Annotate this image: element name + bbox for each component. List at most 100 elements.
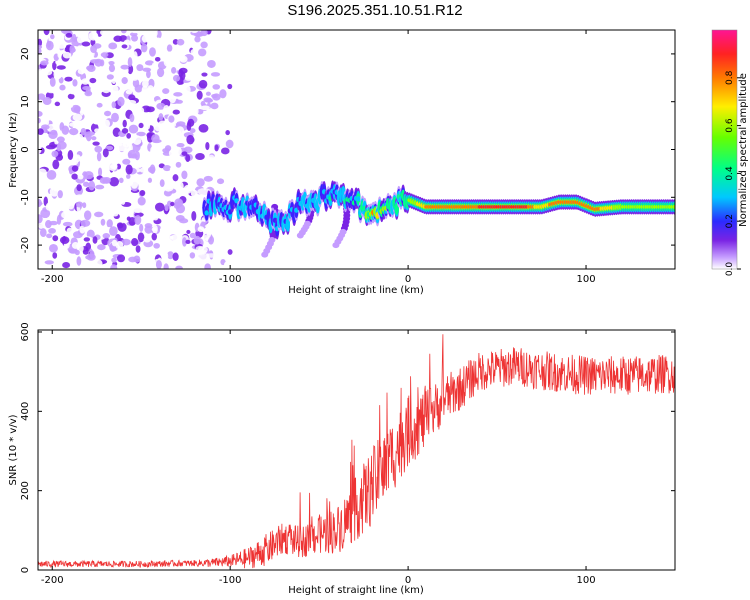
noise-speckle (141, 85, 149, 96)
noise-speckle (111, 78, 117, 85)
noise-speckle (147, 177, 153, 183)
haze-speckle (329, 161, 344, 166)
haze-speckle (349, 212, 358, 218)
haze-speckle (605, 186, 615, 191)
noise-speckle (61, 211, 71, 219)
noise-speckle (49, 77, 56, 87)
noise-speckle (120, 64, 129, 70)
spectrogram-xtick-label: -200 (41, 274, 64, 285)
noise-speckle (166, 251, 174, 260)
noise-speckle (79, 244, 84, 252)
noise-speckle (176, 56, 186, 61)
noise-speckle (38, 237, 47, 243)
noise-speckle (167, 122, 172, 129)
haze-speckle (358, 170, 366, 177)
noise-speckle (61, 125, 70, 135)
noise-speckle (184, 75, 193, 81)
noise-speckle (190, 61, 200, 70)
noise-speckle (122, 158, 131, 165)
noise-speckle (216, 178, 225, 185)
haze-speckle (618, 227, 626, 233)
haze-speckle (664, 182, 675, 186)
noise-speckle (173, 92, 183, 97)
haze-speckle (585, 191, 599, 198)
noise-speckle (39, 228, 47, 238)
noise-speckle (96, 102, 103, 108)
noise-speckle (139, 223, 144, 232)
spectrogram-ytick: 0 (20, 146, 675, 153)
noise-speckle (48, 243, 58, 253)
noise-speckle (54, 197, 61, 207)
haze-speckle (453, 226, 461, 233)
noise-speckle (132, 78, 140, 88)
noise-speckle (154, 123, 162, 132)
haze-speckle (325, 166, 336, 173)
spectrogram-x-ticks: -200 -100 0 100 (41, 30, 596, 285)
noise-speckle (93, 120, 103, 125)
noise-speckle (73, 106, 81, 114)
colorbar: 0.0 0.2 0.4 0.6 0.8 Normalized spectral ampl… (711, 29, 749, 277)
noise-speckle (139, 167, 146, 173)
noise-speckle (144, 60, 155, 66)
noise-speckle (56, 136, 65, 143)
colorbar-tick-label: 0.0 (725, 262, 735, 277)
haze-speckle (409, 217, 419, 225)
noise-speckle (121, 77, 128, 85)
haze-speckle (436, 192, 445, 199)
noise-speckle (71, 159, 79, 166)
noise-speckle (82, 202, 87, 209)
colorbar-tick-label: 0.6 (725, 118, 735, 133)
noise-speckle (139, 189, 146, 197)
haze-speckle (593, 196, 606, 202)
noise-speckle (158, 113, 164, 121)
noise-speckle (199, 112, 204, 121)
noise-speckle (85, 86, 91, 96)
noise-speckle (53, 91, 59, 101)
ridge-segment (672, 204, 675, 209)
noise-speckle (182, 98, 192, 107)
noise-speckle (190, 48, 198, 56)
noise-speckle (84, 100, 91, 109)
haze-speckle (372, 165, 384, 170)
spectrogram-ytick: 10 (20, 95, 675, 108)
haze-speckle (203, 160, 210, 167)
haze-speckle (402, 227, 413, 232)
noise-speckle (127, 57, 133, 67)
noise-speckle (69, 98, 74, 108)
noise-speckle (100, 218, 106, 226)
noise-speckle (54, 140, 59, 145)
noise-speckle (97, 244, 106, 251)
ridge-segment (356, 196, 361, 202)
haze-speckle (666, 190, 675, 196)
haze-speckle (234, 187, 246, 192)
haze-speckle (254, 163, 262, 171)
noise-speckle (148, 203, 154, 212)
ridge-segment (285, 221, 291, 227)
noise-speckle (94, 128, 100, 133)
noise-speckle (96, 152, 102, 162)
haze-speckle (488, 182, 498, 187)
noise-speckle (152, 30, 158, 38)
haze-speckle (259, 229, 272, 235)
haze-speckle (401, 173, 410, 180)
haze-speckle (283, 242, 290, 246)
noise-speckle (79, 225, 86, 234)
noise-speckle (55, 60, 66, 65)
noise-speckle (113, 35, 123, 42)
colorbar-gradient (712, 30, 737, 269)
haze-speckle (535, 186, 542, 191)
noise-speckle (91, 136, 97, 141)
spectrogram-xtick: -200 (41, 30, 64, 285)
noise-speckle (212, 84, 221, 90)
colorbar-tick: 0.4 (725, 166, 741, 181)
noise-speckle (147, 96, 155, 104)
noise-speckle (52, 159, 60, 170)
noise-speckle (163, 184, 174, 192)
haze-speckle (262, 188, 275, 194)
haze-speckle (369, 238, 379, 244)
noise-speckle (196, 90, 203, 100)
noise-speckle (121, 238, 131, 246)
haze-speckle (191, 171, 206, 175)
